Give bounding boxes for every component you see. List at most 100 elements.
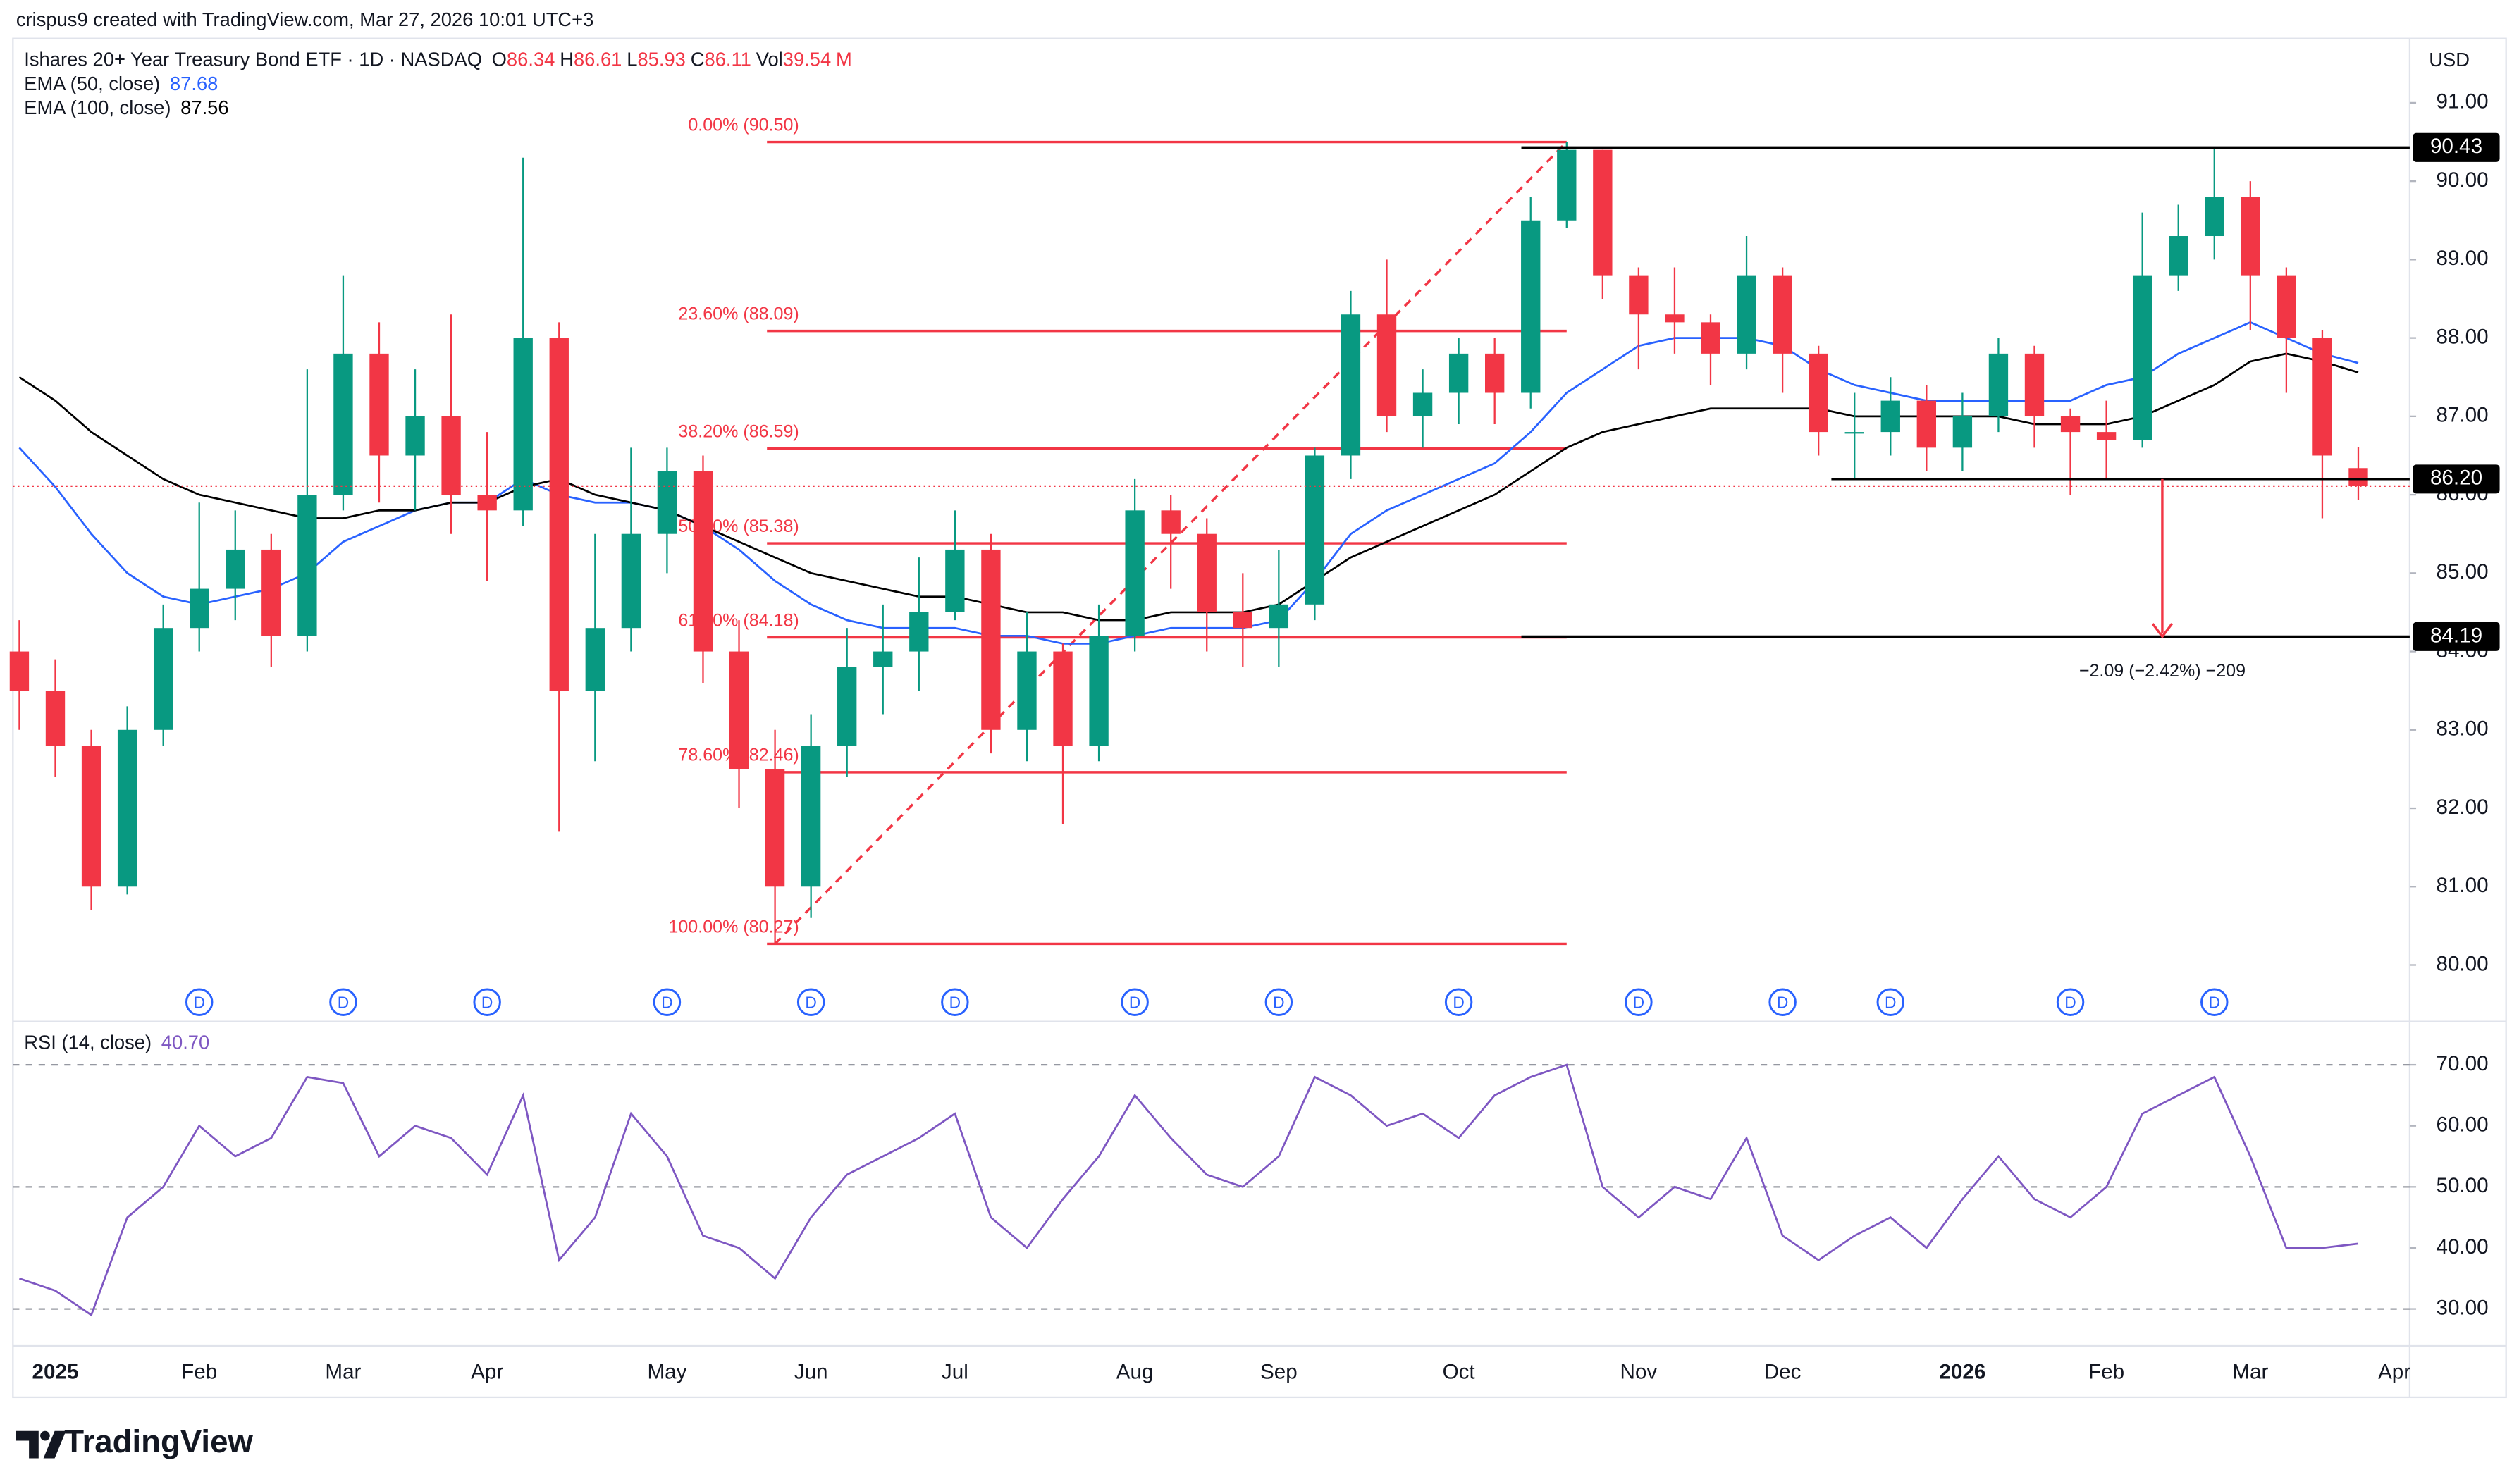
dividend-marker (329, 988, 357, 1016)
candle-body (405, 416, 425, 456)
x-tick-label: Sep (1260, 1361, 1298, 1384)
logo-dot (40, 1430, 50, 1441)
rsi-tick-label: 40.00 (2436, 1235, 2488, 1259)
legend-value: 86.61 (574, 49, 622, 70)
candle-body (1701, 322, 1720, 354)
rsi-tick-label: 60.00 (2436, 1113, 2488, 1137)
dividend-marker (473, 988, 501, 1016)
candle-body (765, 769, 785, 887)
candle-body (1844, 432, 1864, 434)
candle-body (585, 628, 605, 691)
rsi-name: RSI (14, close) (24, 1032, 152, 1053)
candle-body (1053, 651, 1073, 746)
fib-label: 38.20% (86.59) (678, 421, 799, 441)
candle-body (2205, 197, 2224, 237)
dividend-label: D (661, 994, 672, 1012)
candle-body (693, 471, 713, 652)
candle-body (1089, 636, 1109, 746)
ema-line (18, 352, 2359, 622)
level-badge-label: 90.43 (2430, 135, 2482, 158)
y-tick-label: 85.00 (2436, 560, 2488, 583)
overlay-last: 87.56 (180, 97, 228, 118)
candle-body (2060, 416, 2081, 433)
level-badge (2413, 622, 2500, 651)
fib-label: 0.00% (90.50) (688, 115, 799, 135)
overlay-legend: EMA (50, close) 87.68 (24, 73, 218, 94)
fib-label: 100.00% (80.27) (668, 917, 799, 936)
fib-label: 23.60% (88.09) (678, 304, 799, 323)
x-tick-label: 2026 (1939, 1361, 1985, 1384)
candle-body (945, 549, 965, 612)
measure-label: −2.09 (−2.42%) −209 (2079, 661, 2246, 681)
candle-body (477, 495, 497, 511)
candle-body (2348, 468, 2368, 486)
level-badge-label: 86.20 (2430, 466, 2482, 490)
candle-body (1233, 612, 1252, 629)
legend-key: L (627, 49, 637, 70)
candle-body (190, 588, 209, 629)
candle-body (1485, 353, 1505, 393)
candle-body (1988, 353, 2009, 416)
overlay-name: EMA (100, close) (24, 97, 171, 118)
y-tick-label: 91.00 (2436, 90, 2488, 113)
y-tick-label: 90.00 (2436, 168, 2488, 192)
dividend-marker (1121, 988, 1149, 1016)
x-tick-label: Apr (2378, 1361, 2410, 1384)
x-tick-label: 2025 (32, 1361, 79, 1384)
candle-body (45, 691, 66, 746)
dividend-marker (941, 988, 969, 1016)
x-tick-label: Feb (2088, 1361, 2124, 1384)
candle-body (9, 651, 30, 691)
ema-line (18, 321, 2359, 645)
level-badge (2413, 464, 2500, 494)
y-tick-label: 83.00 (2436, 717, 2488, 741)
dividend-marker (1444, 988, 1473, 1016)
legend-key: Vol (756, 49, 783, 70)
candle-body (801, 746, 821, 887)
candle-body (549, 338, 569, 691)
symbol-legend: Ishares 20+ Year Treasury Bond ETF · 1D … (24, 49, 852, 70)
candle-body (153, 628, 173, 730)
dividend-label: D (1273, 994, 1284, 1012)
level-badge-label: 84.19 (2430, 624, 2482, 647)
candle-body (1557, 149, 1577, 221)
credit: crispus9 created with TradingView.com, M… (16, 8, 593, 30)
legend-key: C (691, 49, 705, 70)
legend-unit: M (836, 49, 852, 70)
candle-body (1737, 275, 1756, 354)
candle-body (621, 533, 641, 629)
symbol-title: Ishares 20+ Year Treasury Bond ETF · 1D … (24, 49, 482, 70)
x-tick-label: Mar (325, 1361, 361, 1384)
currency: USD (2429, 49, 2470, 70)
candle-body (2277, 275, 2296, 338)
candle-body (1521, 220, 1541, 393)
candle-body (2312, 338, 2332, 456)
overlay-last: 87.68 (170, 73, 218, 94)
candle-body (369, 353, 389, 456)
y-tick-label: 81.00 (2436, 874, 2488, 897)
legend-value: 85.93 (637, 49, 685, 70)
dividend-label: D (2209, 994, 2220, 1012)
legend-key: O (492, 49, 507, 70)
rsi-tick-label: 70.00 (2436, 1052, 2488, 1075)
candle-body (2241, 197, 2260, 276)
candle-body (1376, 314, 1397, 416)
dividend-marker (185, 988, 214, 1016)
candle-body (261, 549, 281, 636)
candle-body (1125, 510, 1145, 636)
x-tick-label: Nov (1620, 1361, 1658, 1384)
x-tick-label: May (647, 1361, 686, 1384)
candle-body (117, 729, 137, 887)
frame (12, 37, 2507, 1399)
candle-body (1665, 314, 1685, 323)
dividend-marker (1876, 988, 1904, 1016)
candle-body (1017, 651, 1037, 730)
legend-value: 86.11 (704, 49, 751, 70)
candle-body (837, 667, 857, 746)
candle-body (441, 416, 461, 495)
measure-arrowhead (2151, 623, 2173, 639)
legend-key: H (560, 49, 574, 70)
candle-body (81, 746, 101, 887)
dividend-label: D (481, 994, 493, 1012)
